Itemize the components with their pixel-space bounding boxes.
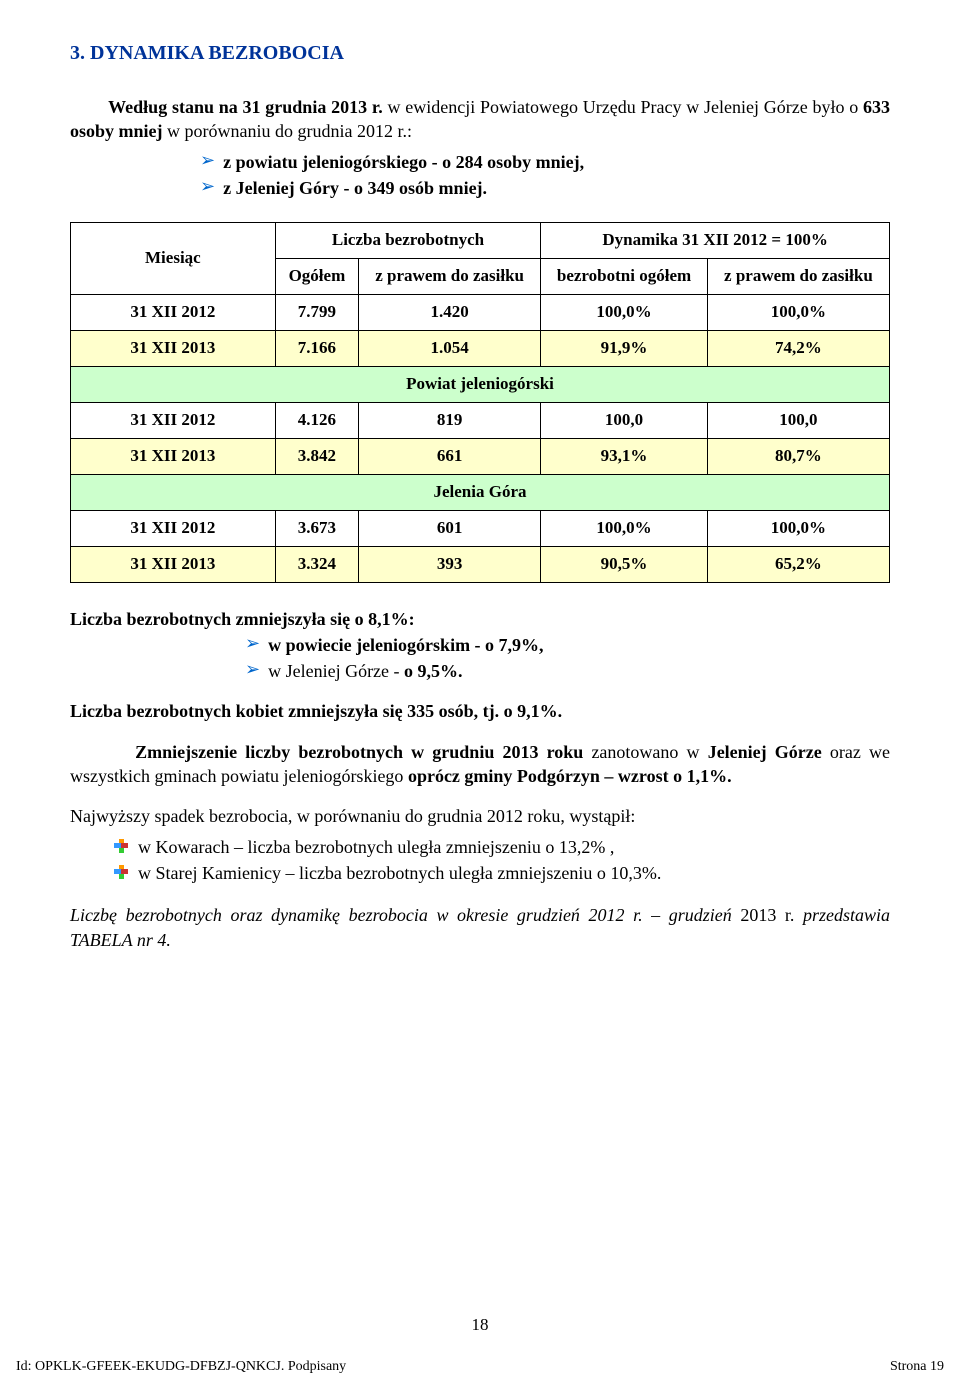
women-paragraph: Liczba bezrobotnych kobiet zmniejszyła s… (70, 699, 890, 723)
cell: 7.799 (275, 295, 358, 331)
intro-bullets: ➢ z powiatu jeleniogórskiego - o 284 oso… (200, 150, 890, 201)
indent (70, 742, 127, 762)
cell: 93,1% (541, 438, 708, 474)
decrease-paragraph: Zmniejszenie liczby bezrobotnych w grudn… (70, 740, 890, 789)
section-heading: 3. DYNAMIKA BEZROBOCIA (70, 40, 890, 67)
final-italic: Liczbę bezrobotnych oraz dynamikę bezrob… (70, 905, 740, 925)
cell: 100,0% (541, 510, 708, 546)
cell: 31 XII 2012 (71, 510, 276, 546)
bullet-text: w powiecie jeleniogórskim - o 7,9%, (268, 633, 543, 657)
subsection-label: Jelenia Góra (71, 474, 890, 510)
star-item: w Starej Kamienicy – liczba bezrobotnych… (114, 861, 890, 885)
p3-mid1: zanotowano w (591, 742, 707, 762)
table-subsection-row: Jelenia Góra (71, 474, 890, 510)
decrease-bullets: ➢ w powiecie jeleniogórskim - o 7,9%, ➢ … (245, 633, 890, 684)
arrow-icon: ➢ (200, 150, 215, 172)
table-row: 31 XII 2012 7.799 1.420 100,0% 100,0% (71, 295, 890, 331)
table-row: 31 XII 2013 3.842 661 93,1% 80,7% (71, 438, 890, 474)
p3-bold3: oprócz gminy Podgórzyn – wzrost o 1,1%. (408, 766, 732, 786)
cell: 80,7% (707, 438, 889, 474)
cell: 819 (359, 402, 541, 438)
table-row: 31 XII 2013 7.166 1.054 91,9% 74,2% (71, 331, 890, 367)
indent (70, 97, 103, 117)
star-list: w Kowarach – liczba bezrobotnych uległa … (114, 835, 890, 886)
intro-bold1: Według stanu na 31 grudnia 2013 r. (108, 97, 383, 117)
cell: 100,0 (707, 402, 889, 438)
bullet-item: ➢ w Jeleniej Górze - o 9,5%. (245, 659, 890, 683)
hdr-benefit: z prawem do zasiłku (359, 259, 541, 295)
cell: 31 XII 2013 (71, 438, 276, 474)
footer-left: Id: OPKLK-GFEEK-EKUDG-DFBZJ-QNKCJ. Podpi… (16, 1358, 346, 1377)
hdr-month: Miesiąc (71, 223, 276, 295)
bullet-text: w Jeleniej Górze - o 9,5%. (268, 659, 462, 683)
dynamics-table: Miesiąc Liczba bezrobotnych Dynamika 31 … (70, 222, 890, 582)
cell: 31 XII 2012 (71, 402, 276, 438)
p3-bold2: Jeleniej Górze (708, 742, 822, 762)
p3-bold1: Zmniejszenie liczby bezrobotnych w grudn… (135, 742, 583, 762)
table-header-row: Miesiąc Liczba bezrobotnych Dynamika 31 … (71, 223, 890, 259)
hdr-total: Ogółem (275, 259, 358, 295)
star-text: w Kowarach – liczba bezrobotnych uległa … (138, 835, 614, 859)
intro-text2: w porównaniu do grudnia 2012 r.: (167, 121, 412, 141)
cell: 4.126 (275, 402, 358, 438)
women-pre: Liczba bezrobotnych kobiet zmniejszyła s… (70, 701, 495, 721)
cell: 74,2% (707, 331, 889, 367)
footer-right: Strona 19 (890, 1358, 944, 1377)
decrease-heading: Liczba bezrobotnych zmniejszyła się o 8,… (70, 607, 890, 631)
bullet-item: ➢ z powiatu jeleniogórskiego - o 284 oso… (200, 150, 890, 174)
table-subsection-row: Powiat jeleniogórski (71, 366, 890, 402)
arrow-icon: ➢ (245, 659, 260, 681)
cell: 3.324 (275, 546, 358, 582)
cell: 31 XII 2012 (71, 295, 276, 331)
cell: 1.054 (359, 331, 541, 367)
b2-bold: o 9,5%. (404, 661, 463, 681)
cell: 100,0% (707, 510, 889, 546)
table-row: 31 XII 2012 4.126 819 100,0 100,0 (71, 402, 890, 438)
hdr-count: Liczba bezrobotnych (275, 223, 540, 259)
bullet-item: ➢ w powiecie jeleniogórskim - o 7,9%, (245, 633, 890, 657)
cell: 91,9% (541, 331, 708, 367)
bullet-item: ➢ z Jeleniej Góry - o 349 osób mniej. (200, 176, 890, 200)
cell: 100,0% (707, 295, 889, 331)
cell: 90,5% (541, 546, 708, 582)
table-row: 31 XII 2012 3.673 601 100,0% 100,0% (71, 510, 890, 546)
footer: Id: OPKLK-GFEEK-EKUDG-DFBZJ-QNKCJ. Podpi… (16, 1358, 944, 1377)
final-paragraph: Liczbę bezrobotnych oraz dynamikę bezrob… (70, 903, 890, 952)
women-bold: . o 9,1%. (495, 701, 563, 721)
cell: 3.673 (275, 510, 358, 546)
arrow-icon: ➢ (245, 633, 260, 655)
cell: 31 XII 2013 (71, 546, 276, 582)
star-item: w Kowarach – liczba bezrobotnych uległa … (114, 835, 890, 859)
arrow-icon: ➢ (200, 176, 215, 198)
cell: 393 (359, 546, 541, 582)
intro-paragraph: Według stanu na 31 grudnia 2013 r. w ewi… (70, 95, 890, 144)
intro-text1: w ewidencji Powiatowego Urzędu Pracy w J… (387, 97, 863, 117)
cell: 661 (359, 438, 541, 474)
cell: 1.420 (359, 295, 541, 331)
cell: 7.166 (275, 331, 358, 367)
cell: 3.842 (275, 438, 358, 474)
final-plain: 2013 r. (740, 905, 803, 925)
hdr-unemp-total: bezrobotni ogółem (541, 259, 708, 295)
star-text: w Starej Kamienicy – liczba bezrobotnych… (138, 861, 661, 885)
cell: 100,0 (541, 402, 708, 438)
cell: 601 (359, 510, 541, 546)
page-number: 18 (0, 1314, 960, 1337)
cell: 31 XII 2013 (71, 331, 276, 367)
plus-star-icon (114, 865, 128, 879)
highest-drop-intro: Najwyższy spadek bezrobocia, w porównani… (70, 804, 890, 828)
subsection-label: Powiat jeleniogórski (71, 366, 890, 402)
plus-star-icon (114, 839, 128, 853)
bullet-text: z powiatu jeleniogórskiego - o 284 osoby… (223, 150, 584, 174)
cell: 65,2% (707, 546, 889, 582)
b2-pre: w Jeleniej Górze - (268, 661, 404, 681)
cell: 100,0% (541, 295, 708, 331)
hdr-benefit2: z prawem do zasiłku (707, 259, 889, 295)
table-row: 31 XII 2013 3.324 393 90,5% 65,2% (71, 546, 890, 582)
hdr-dyn: Dynamika 31 XII 2012 = 100% (541, 223, 890, 259)
bullet-text: z Jeleniej Góry - o 349 osób mniej. (223, 176, 487, 200)
